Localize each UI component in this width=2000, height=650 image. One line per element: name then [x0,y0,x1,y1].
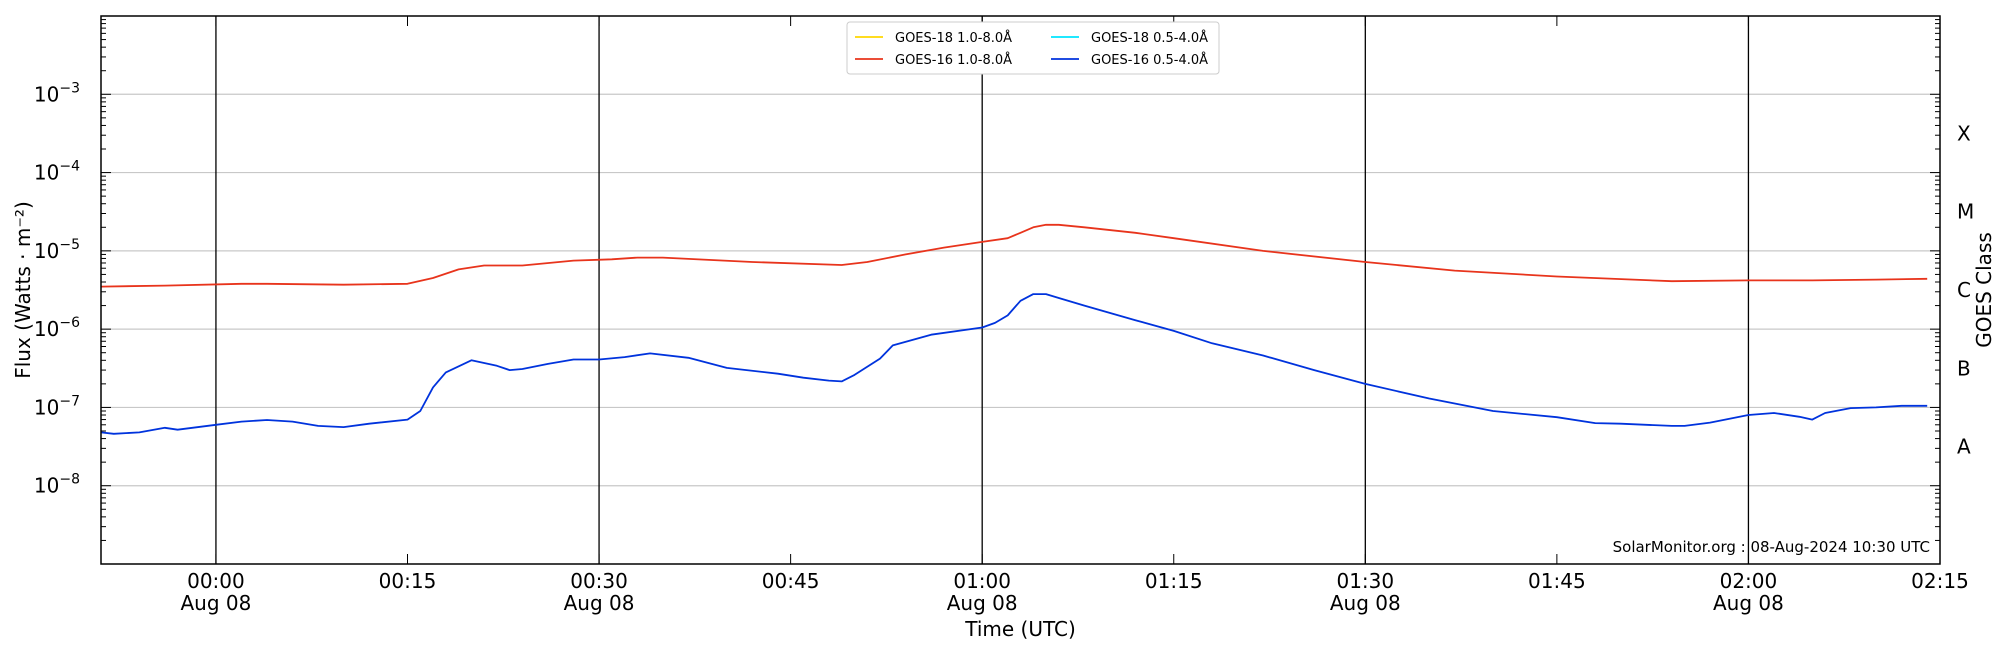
series-line-1 [100,293,1928,435]
y-axis-title: Flux (Watts · m⁻²) [11,201,35,379]
goes-class-label: B [1957,356,1971,380]
x-tick-label: 01:30 [1336,569,1394,593]
y-tick-label: 10−6 [34,315,80,341]
right-axis-title: GOES Class [1972,232,1996,348]
y-tick-label: 10−5 [34,237,80,263]
x-tick-label: 00:15 [379,569,437,593]
goes-class-labels-layer: A B C M X [1957,121,1974,458]
x-tick-label: 00:00 [187,569,245,593]
x-tick-date-label: Aug 08 [1330,591,1401,615]
legend-entry: GOES-18 0.5-4.0Å [1091,30,1208,46]
goes-class-label: C [1957,278,1971,302]
legend-entry: GOES-16 1.0-8.0Å [895,52,1012,68]
y-tick-label: 10−3 [34,80,80,106]
x-tick-label: 02:00 [1720,569,1778,593]
grid-layer [101,93,1940,487]
x-tick-label: 01:45 [1528,569,1586,593]
x-tick-date-label: Aug 08 [564,591,635,615]
x-tick-date-label: Aug 08 [947,591,1018,615]
goes-class-label: X [1957,121,1971,145]
x-tick-label: 01:15 [1145,569,1203,593]
series-layer [100,223,1928,435]
day-lines-layer [215,16,1750,564]
x-tick-label: 02:15 [1911,569,1969,593]
legend-entry: GOES-18 1.0-8.0Å [895,30,1012,46]
legend: GOES-18 1.0-8.0Å GOES-18 0.5-4.0Å GOES-16 … [846,21,1220,75]
x-tick-date-label: Aug 08 [1713,591,1784,615]
y-tick-label: 10−4 [34,159,80,185]
legend-box [846,21,1220,75]
x-axis-title: Time (UTC) [964,617,1076,641]
x-tick-date-label: Aug 08 [181,591,252,615]
x-tick-label: 01:00 [953,569,1011,593]
credit-label: SolarMonitor.org : 08-Aug-2024 10:30 UTC [1613,538,1930,556]
series-line-0 [100,223,1928,288]
goes-class-label: A [1957,435,1971,459]
y-tick-label: 10−7 [34,393,80,419]
plot-frame [100,15,1941,565]
x-tick-label: 00:45 [762,569,820,593]
y-tick-label: 10−8 [34,472,80,498]
y-ticks-layer: 10−8 10−7 10−6 10−5 10−4 10−3 [34,19,1940,565]
legend-entry: GOES-16 0.5-4.0Å [1091,52,1208,68]
x-tick-label: 00:30 [570,569,628,593]
goes-class-label: M [1957,200,1974,224]
